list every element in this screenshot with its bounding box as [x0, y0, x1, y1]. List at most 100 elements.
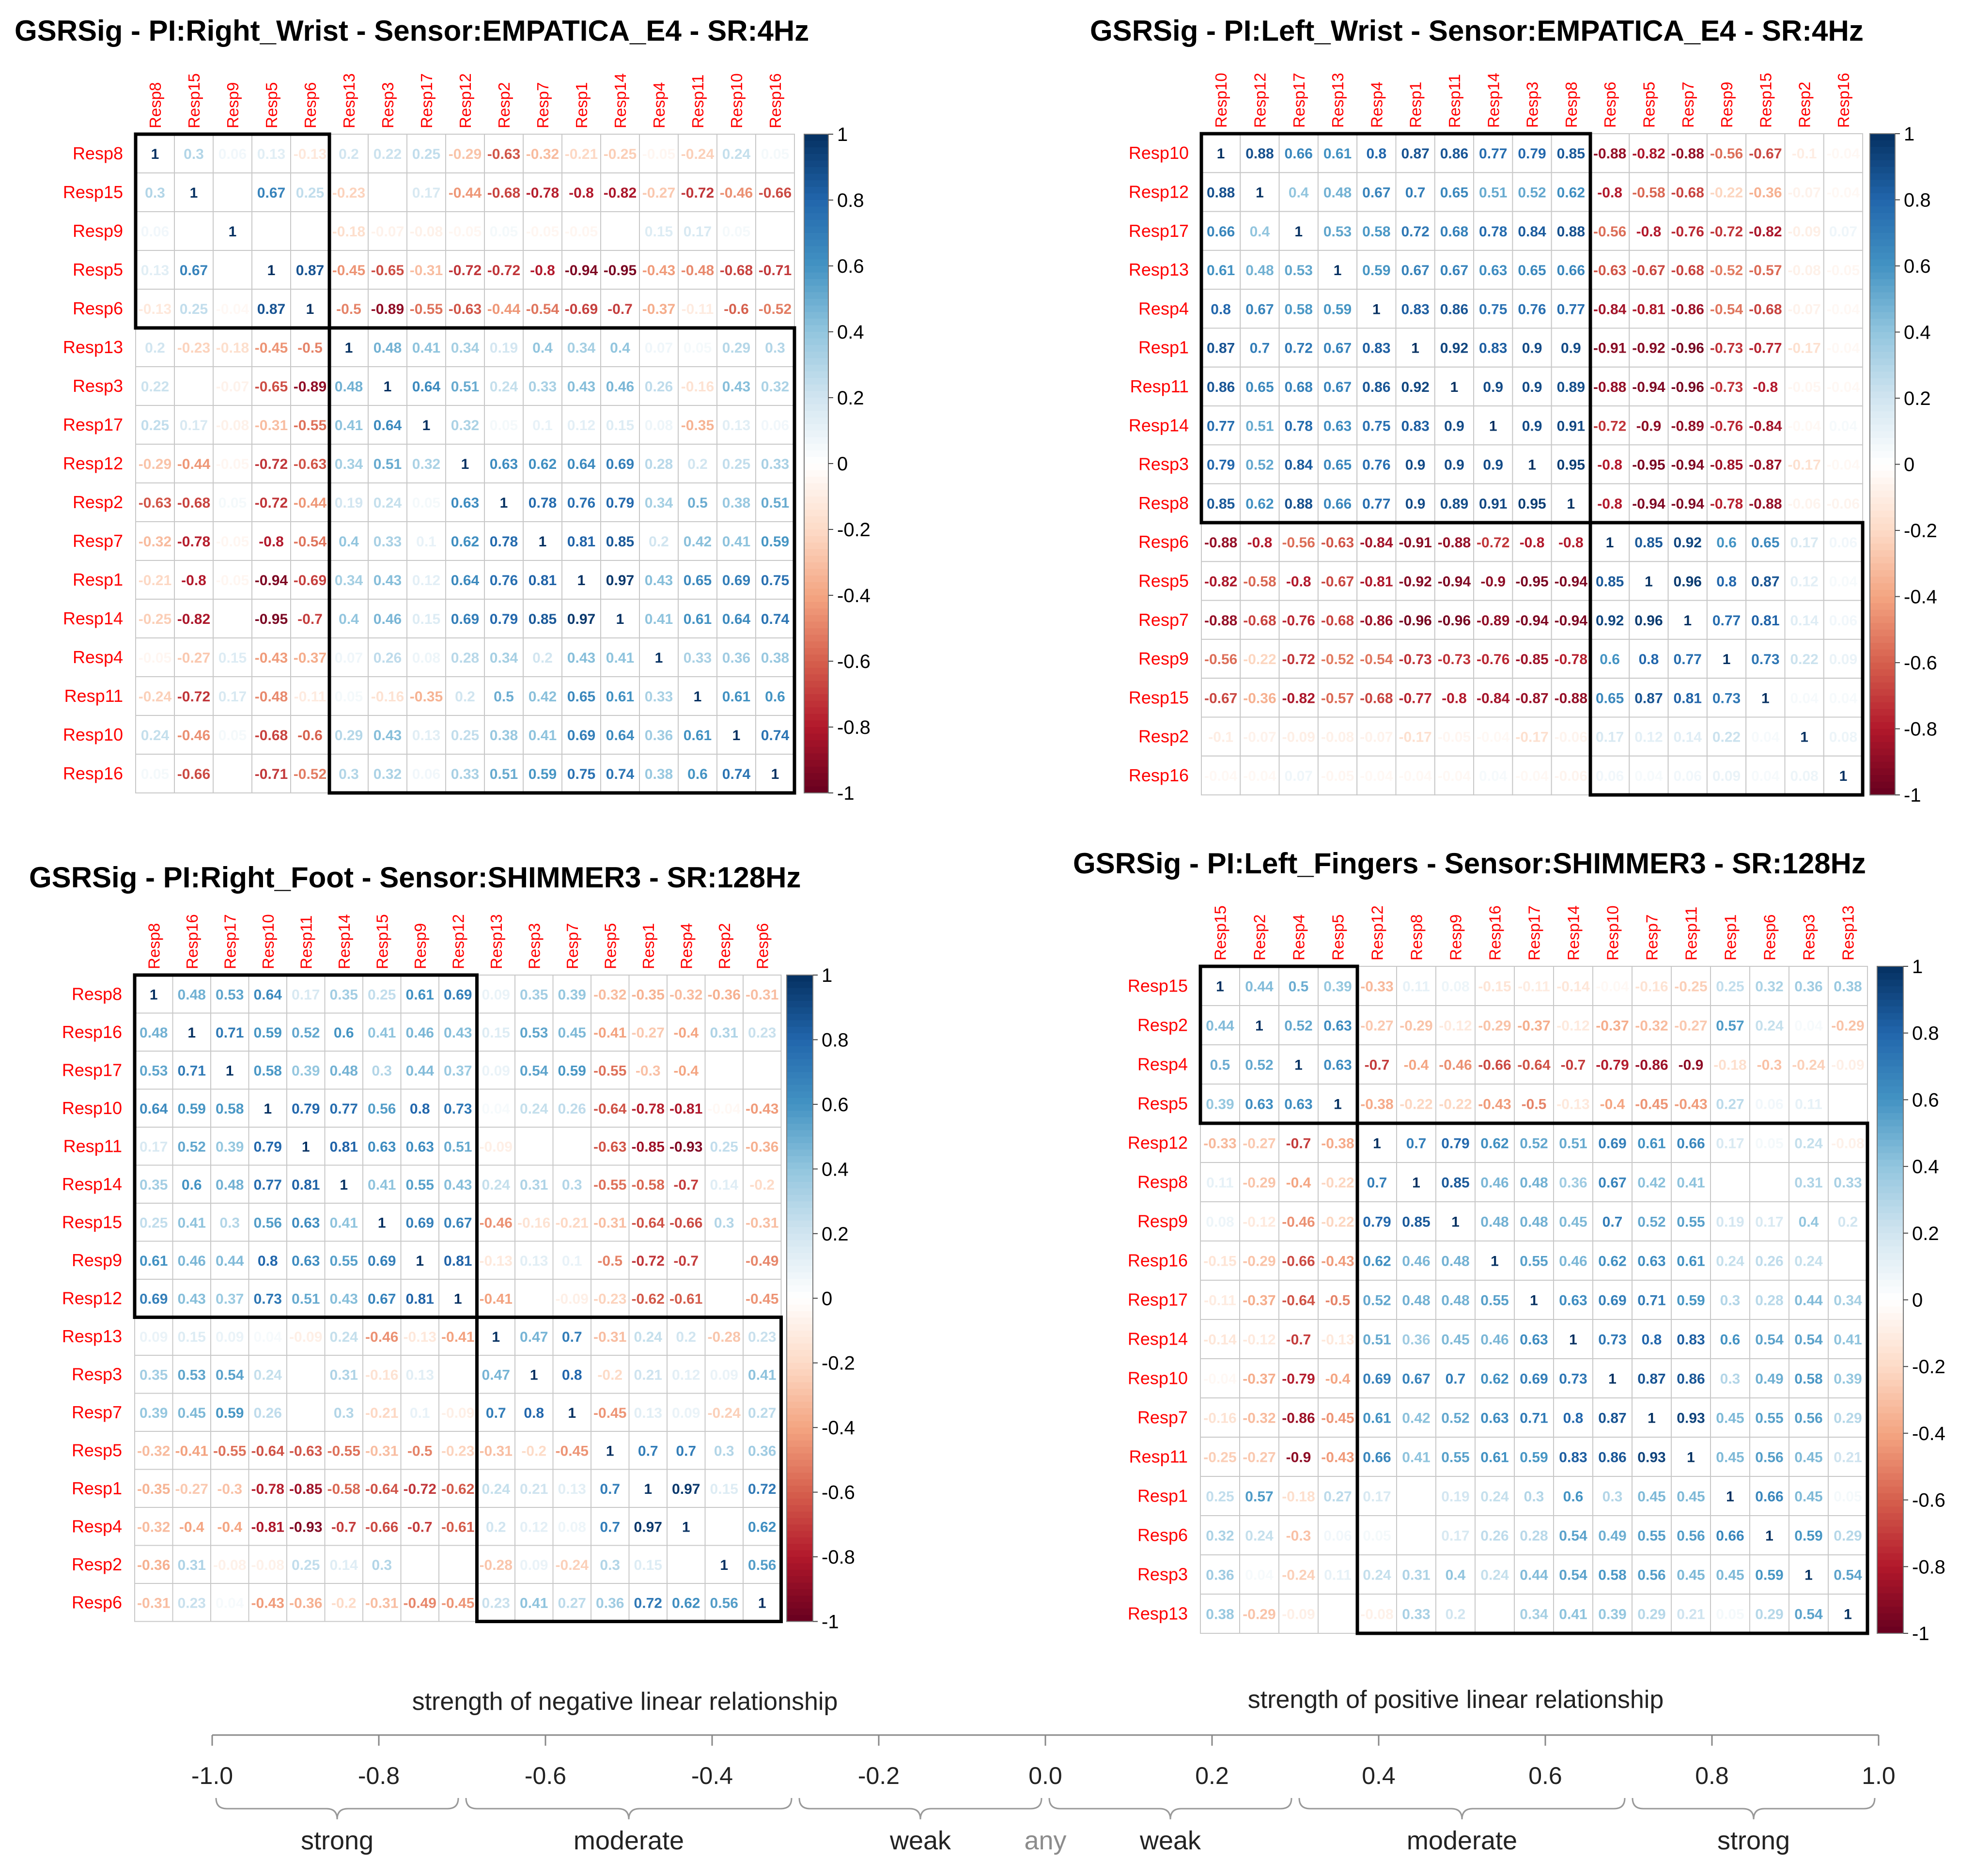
matrix-cell: [561, 366, 601, 406]
colorbar-segment: [787, 1266, 813, 1273]
coefficient-label: 0.45: [1441, 1332, 1469, 1348]
matrix-cell: [1590, 716, 1630, 757]
colorbar-tick-label: 0.6: [1912, 1089, 1939, 1111]
coefficient-label: 0.53: [216, 987, 244, 1003]
coefficient-label: 1: [384, 379, 392, 395]
coefficient-label: -0.36: [1243, 690, 1276, 706]
matrix-cell: [1551, 561, 1591, 601]
matrix-cell: [716, 289, 756, 328]
colorbar-segment: [1870, 418, 1895, 425]
colorbar-segment: [1877, 1627, 1903, 1634]
matrix-cell: [1667, 561, 1708, 601]
matrix-cell: [368, 327, 407, 367]
coefficient-label: 0.8: [1716, 574, 1737, 589]
colorbar-segment: [1877, 1266, 1903, 1274]
coefficient-label: 0.64: [254, 987, 282, 1003]
coefficient-label: -0.8: [1597, 496, 1622, 512]
column-label: Resp10: [728, 73, 746, 128]
matrix-cell: [523, 211, 562, 251]
column-label: Resp8: [1408, 915, 1426, 961]
coefficient-label: -0.33: [1203, 1136, 1236, 1152]
matrix-cell: [135, 676, 175, 716]
row-label: Resp13: [1128, 1604, 1188, 1624]
column-label: Resp4: [677, 923, 695, 969]
coefficient-label: -0.29: [1243, 1254, 1275, 1270]
coefficient-label: -0.22: [1321, 1175, 1354, 1191]
matrix-cell: [704, 1507, 744, 1546]
colorbar-tick-label: 0.6: [837, 256, 864, 277]
coefficient-label: 0.3: [372, 1557, 392, 1573]
coefficient-label: -0.73: [1438, 651, 1471, 667]
colorbar-segment: [804, 556, 828, 563]
coefficient-label: 0.24: [490, 379, 518, 395]
colorbar-segment: [804, 674, 828, 682]
colorbar-segment: [804, 285, 828, 293]
matrix-cell: [1590, 327, 1630, 368]
matrix-cell: [174, 444, 214, 483]
coefficient-label: -0.24: [681, 146, 715, 162]
coefficient-label: -0.35: [137, 1481, 170, 1497]
matrix-cell: [174, 211, 214, 251]
matrix-cell: [1667, 638, 1708, 679]
coefficient-label: 0.56: [254, 1215, 282, 1231]
coefficient-label: 0.56: [1677, 1528, 1705, 1544]
coefficient-label: -0.73: [1399, 651, 1431, 667]
coefficient-label: -0.17: [1788, 457, 1820, 473]
coefficient-label: 0.97: [634, 1519, 662, 1535]
matrix-cell: [290, 366, 330, 406]
coefficient-label: 0.54: [216, 1367, 244, 1383]
coefficient-label: 0.06: [1829, 535, 1857, 551]
coefficient-label: -0.63: [1321, 535, 1354, 551]
coefficient-label: -0.68: [720, 263, 753, 279]
matrix-cell: [716, 560, 756, 600]
coefficient-label: 0.41: [330, 1215, 358, 1231]
matrix-cell: [406, 599, 446, 638]
coefficient-label: 0.15: [606, 418, 634, 434]
row-label: Resp3: [1137, 1565, 1188, 1584]
colorbar-segment: [1870, 378, 1895, 386]
coefficient-label: -0.84: [1593, 301, 1627, 317]
coefficient-label: 1: [264, 1101, 272, 1117]
coefficient-label: 0.2: [455, 689, 475, 705]
coefficient-label: 0.45: [1716, 1411, 1744, 1426]
coefficient-label: -0.04: [1515, 768, 1549, 784]
matrix-cell: [678, 715, 717, 755]
coefficient-label: 0.12: [520, 1519, 548, 1535]
coefficient-label: -0.62: [441, 1481, 474, 1497]
matrix-cell: [1551, 678, 1591, 718]
coefficient-label: 1: [1606, 535, 1614, 551]
coefficient-label: 0.39: [1206, 1097, 1234, 1113]
matrix-cell: [1434, 249, 1475, 290]
colorbar-segment: [787, 1324, 813, 1331]
colorbar-segment: [1877, 1487, 1903, 1494]
colorbar-segment: [1877, 1480, 1903, 1488]
coefficient-label: -0.9: [1286, 1450, 1311, 1466]
row-label: Resp11: [1130, 376, 1189, 396]
colorbar-segment: [1870, 669, 1895, 677]
coefficient-label: 1: [461, 456, 469, 472]
colorbar-segment: [804, 602, 828, 609]
legend-brace: [1298, 1798, 1626, 1820]
matrix-cell: [368, 250, 407, 290]
coefficient-label: 0.38: [1834, 979, 1862, 995]
coefficient-label: 0.35: [140, 1367, 168, 1383]
colorbar-tick-label: 1: [1904, 124, 1914, 145]
matrix-cell: [755, 599, 795, 638]
coefficient-label: 0.51: [761, 495, 789, 511]
matrix-cell: [1551, 289, 1591, 329]
coefficient-label: 0.39: [1834, 1371, 1862, 1387]
colorbar-segment: [804, 351, 828, 359]
colorbar-segment: [787, 1104, 813, 1112]
colorbar-tick-label: -0.4: [1904, 587, 1937, 608]
matrix-cell: [1395, 561, 1435, 601]
coefficient-label: -0.33: [1360, 979, 1393, 995]
coefficient-label: 0.51: [373, 456, 402, 472]
matrix-cell: [213, 599, 252, 638]
coefficient-label: 0.08: [1441, 979, 1469, 995]
coefficient-label: -0.8: [1520, 535, 1545, 551]
legend-band-label: weak: [1139, 1826, 1201, 1855]
coefficient-label: -0.7: [1286, 1136, 1311, 1152]
colorbar-tick-label: 0.4: [1912, 1156, 1939, 1178]
coefficient-label: 0.6: [1563, 1489, 1584, 1505]
coefficient-label: 0.61: [684, 611, 712, 627]
